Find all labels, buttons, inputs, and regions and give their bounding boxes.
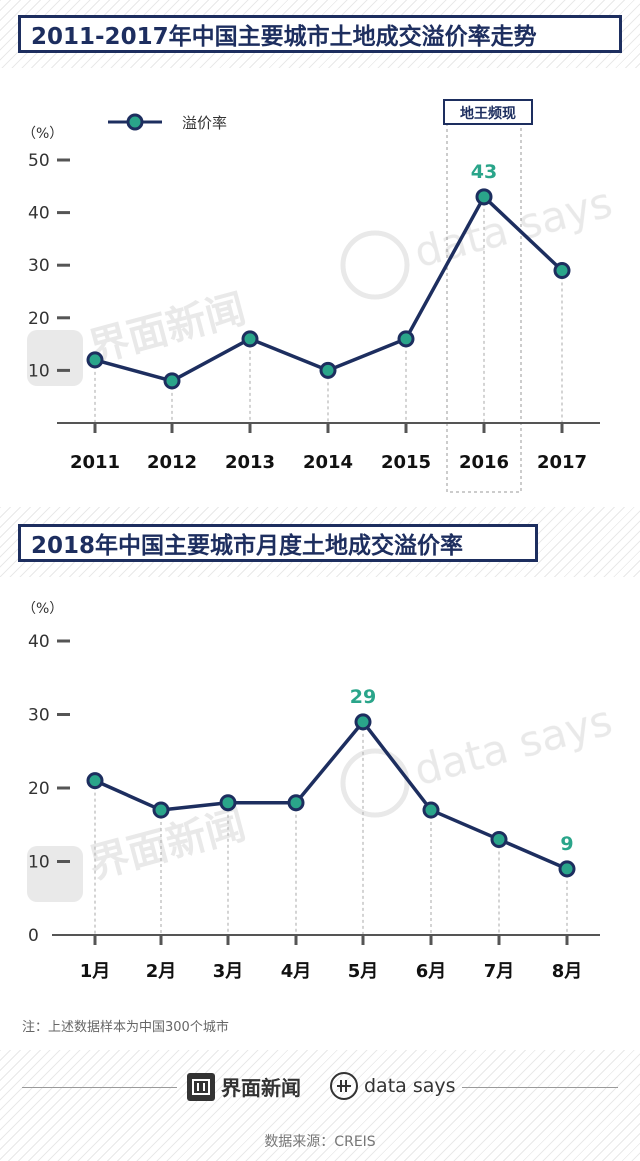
- data-point: [86, 351, 104, 369]
- data-point: [558, 860, 576, 878]
- x-tick-label: 7月: [484, 961, 515, 982]
- data-point: [319, 361, 337, 379]
- legend-marker: [126, 113, 144, 131]
- x-tick-label: 2月: [146, 961, 177, 982]
- watermark-brand-en: data says: [409, 696, 617, 796]
- data-point: [152, 801, 170, 819]
- data-point: [490, 830, 508, 848]
- y-tick-label: 0: [28, 926, 39, 946]
- data-point: [241, 330, 259, 348]
- y-axis-unit: （%）: [22, 601, 63, 617]
- x-tick-label: 2016: [459, 452, 509, 473]
- watermark-datasays-logo-icon: [340, 230, 410, 300]
- data-label: 9: [560, 833, 573, 855]
- highlight-label-box: [443, 99, 533, 125]
- jiemian-brand-text: 界面新闻: [221, 1076, 301, 1100]
- y-tick-label: 40: [28, 204, 50, 224]
- footer-divider-right: [462, 1087, 618, 1088]
- datasays-brand-text: data says: [364, 1075, 456, 1097]
- x-tick-label: 8月: [552, 961, 583, 982]
- x-tick-label: 5月: [348, 961, 379, 982]
- datasays-logo-icon: [330, 1072, 358, 1100]
- x-tick-label: 2011: [70, 452, 120, 473]
- data-point: [397, 330, 415, 348]
- data-source: 数据来源：CREIS: [264, 1134, 376, 1150]
- footer-brand-datasays: data says: [330, 1072, 456, 1100]
- y-tick-label: 40: [28, 632, 50, 652]
- watermark: 界面新闻 data says: [27, 178, 617, 386]
- y-axis-unit: （%）: [22, 126, 63, 142]
- footer-brand-jiemian: 界面新闻: [187, 1072, 301, 1101]
- jiemian-logo-icon: [187, 1072, 215, 1101]
- x-tick-label: 2013: [225, 452, 275, 473]
- y-tick-label: 30: [28, 256, 50, 276]
- data-point: [86, 772, 104, 790]
- x-tick-label: 2012: [147, 452, 197, 473]
- sample-note: 注：上述数据样本为中国300个城市: [22, 1020, 229, 1035]
- y-tick-label: 50: [28, 151, 50, 171]
- y-tick-label: 20: [28, 309, 50, 329]
- series-line: [94, 720, 568, 871]
- x-tick-label: 2014: [303, 452, 353, 473]
- hatch-band-bottom: [0, 1050, 640, 1161]
- x-tick-label: 3月: [213, 961, 244, 982]
- highlight-label: 地王频现: [460, 105, 516, 122]
- y-tick-label: 10: [28, 853, 50, 873]
- data-point: [219, 794, 237, 812]
- data-point: [553, 261, 571, 279]
- y-tick-label: 20: [28, 779, 50, 799]
- watermark-datasays-logo-icon: [340, 748, 410, 818]
- legend-label: 溢价率: [182, 114, 227, 132]
- data-point: [354, 713, 372, 731]
- y-tick-label: 10: [28, 361, 50, 381]
- data-point: [163, 372, 181, 390]
- chart2-title: 2018年中国主要城市月度土地成交溢价率: [18, 524, 538, 562]
- x-tick-label: 6月: [416, 961, 447, 982]
- watermark-jiemian-logo-icon: [27, 330, 83, 386]
- chart1-line-chart: 界面新闻 data says 地王频现 （%） 10 20 30 40 50 溢价率 2011 201…: [22, 99, 617, 493]
- data-label: 29: [350, 686, 376, 708]
- x-tick-label: 1月: [80, 961, 111, 982]
- footer-divider-left: [22, 1087, 177, 1088]
- data-label: 43: [471, 161, 497, 183]
- watermark-brand-cn: 界面新闻: [84, 286, 250, 372]
- data-point: [475, 188, 493, 206]
- x-tick-label: 4月: [281, 961, 312, 982]
- x-tick-label: 2017: [537, 452, 587, 473]
- y-tick-label: 30: [28, 706, 50, 726]
- data-point: [422, 801, 440, 819]
- chart1-title: 2011-2017年中国主要城市土地成交溢价率走势: [18, 15, 622, 53]
- x-tick-label: 2015: [381, 452, 431, 473]
- data-point: [287, 794, 305, 812]
- watermark-brand-en: data says: [409, 178, 617, 278]
